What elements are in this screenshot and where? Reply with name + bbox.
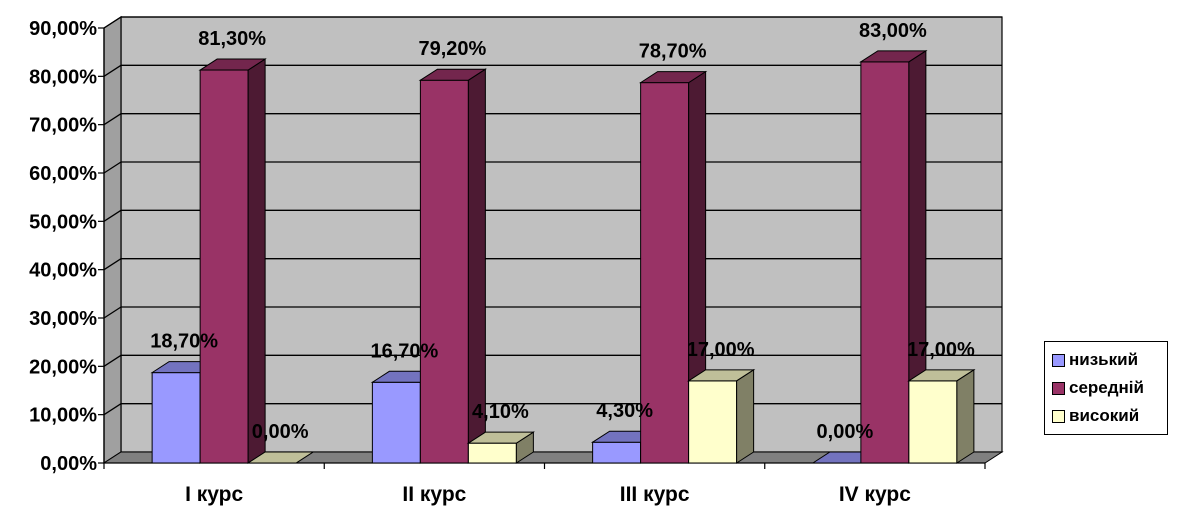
- data-label: 0,00%: [817, 421, 874, 443]
- data-label: 78,70%: [639, 41, 707, 63]
- legend-label-high: високий: [1069, 406, 1140, 425]
- y-tick-label: 60,00%: [29, 163, 97, 185]
- data-label: 16,70%: [370, 340, 438, 362]
- legend-item-low: низький: [1052, 346, 1167, 374]
- bar-front: [860, 61, 910, 464]
- gridline-side: [103, 113, 122, 126]
- y-tick-label: 50,00%: [29, 211, 97, 233]
- bar-front: [688, 380, 738, 464]
- gridline-side: [103, 64, 122, 77]
- gridline-side: [103, 161, 122, 174]
- data-label: 81,30%: [198, 28, 266, 50]
- bar-top: [907, 369, 976, 382]
- legend-swatch-medium: [1052, 381, 1065, 395]
- legend-label-low: низький: [1069, 350, 1139, 369]
- bar-top: [198, 58, 267, 71]
- y-tick-label: 20,00%: [29, 356, 97, 378]
- bars: [150, 49, 976, 464]
- bar-chart: 0,00% 10,00% 20,00% 30,00% 40,00% 50,00% 60,00…: [29, 15, 1004, 506]
- data-label: 17,00%: [687, 339, 755, 361]
- x-tick-label: IV курс: [839, 483, 911, 506]
- y-tick-label: 70,00%: [29, 115, 97, 137]
- bar-front: [371, 381, 421, 464]
- data-label: 17,00%: [907, 339, 975, 361]
- x-tick-label: I курс: [185, 483, 243, 506]
- side-wall: [103, 15, 122, 465]
- bar-top: [638, 71, 708, 84]
- bar-front: [151, 372, 201, 464]
- data-label: 18,70%: [150, 331, 218, 353]
- bar-top: [246, 451, 315, 464]
- bar-front: [592, 441, 642, 464]
- legend-item-high: високий: [1052, 402, 1167, 430]
- x-tick-label: III курс: [620, 483, 690, 506]
- bar-side: [956, 368, 975, 464]
- bar-front: [419, 79, 469, 464]
- gridline-side: [103, 403, 122, 416]
- data-label: 83,00%: [859, 20, 927, 42]
- bar-top: [859, 50, 928, 63]
- bar-top: [418, 68, 488, 81]
- x-tick-label: II курс: [402, 483, 466, 506]
- y-tick-label: 90,00%: [29, 18, 97, 40]
- x-tick-labels: I курс II курс III курс IV курс: [185, 483, 911, 506]
- bar-front: [467, 442, 517, 464]
- bar-top: [686, 369, 756, 382]
- legend-label-medium: середній: [1069, 378, 1144, 397]
- data-label: 0,00%: [252, 421, 309, 443]
- data-label: 79,20%: [418, 38, 486, 60]
- data-label: 4,30%: [596, 400, 653, 422]
- bar-front: [908, 380, 958, 464]
- gridline-side: [103, 16, 122, 29]
- gridline-side: [103, 258, 122, 271]
- gridline-side: [103, 306, 122, 319]
- legend-swatch-high: [1052, 409, 1065, 423]
- legend-swatch-low: [1052, 353, 1065, 367]
- data-label: 4,10%: [472, 401, 529, 423]
- gridlines: [103, 16, 1002, 416]
- y-tick-label: 80,00%: [29, 66, 97, 88]
- y-tick-label: 0,00%: [40, 453, 97, 475]
- bar-front: [199, 69, 249, 464]
- bar-side: [247, 58, 266, 464]
- legend: низький середній високий: [1044, 341, 1168, 435]
- bar-top: [466, 431, 536, 444]
- bar-side: [736, 368, 755, 464]
- y-tick-label: 10,00%: [29, 405, 97, 427]
- y-tick-label: 30,00%: [29, 308, 97, 330]
- legend-item-medium: середній: [1052, 374, 1167, 402]
- y-tick-label: 40,00%: [29, 260, 97, 282]
- gridline-side: [103, 209, 122, 222]
- y-tick-labels: 0,00% 10,00% 20,00% 30,00% 40,00% 50,00% 60,00…: [29, 18, 97, 475]
- data-labels: 18,70% 81,30% 0,00% 16,70% 79,20% 4,10% 4,30% 7…: [150, 20, 975, 443]
- gridline-side: [103, 354, 122, 367]
